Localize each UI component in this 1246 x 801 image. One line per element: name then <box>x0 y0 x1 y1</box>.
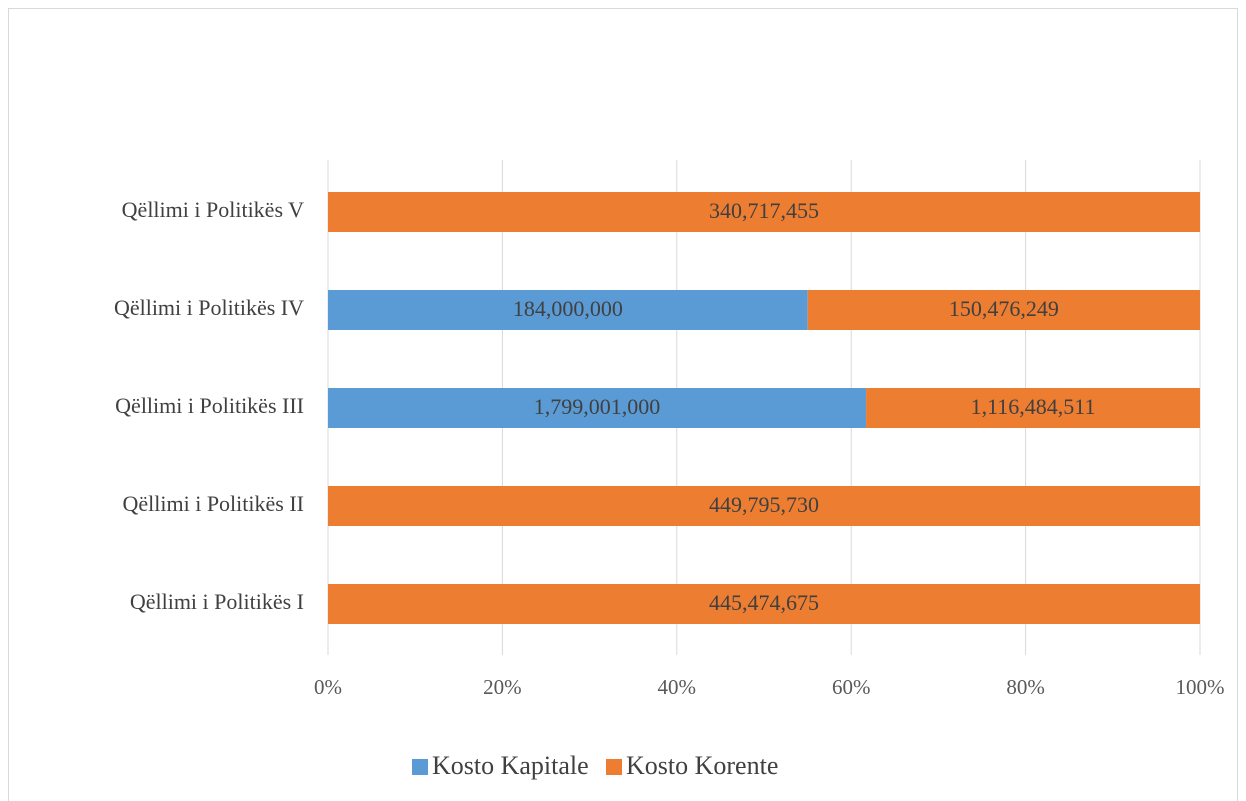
y-tick-label: Qëllimi i Politikës III <box>115 393 304 418</box>
bar-segment <box>866 388 1200 428</box>
data-label: 1,116,484,511 <box>971 394 1096 419</box>
x-tick-label: 20% <box>483 675 522 699</box>
y-tick-label: Qëllimi i Politikës IV <box>114 295 304 320</box>
x-tick-label: 80% <box>1006 675 1045 699</box>
data-label: 449,795,730 <box>709 492 819 517</box>
data-label: 340,717,455 <box>709 198 819 223</box>
bar-segment <box>328 192 1200 232</box>
data-label: 150,476,249 <box>949 296 1059 321</box>
data-label: 184,000,000 <box>513 296 623 321</box>
bar-segment <box>807 290 1200 330</box>
x-tick-label: 60% <box>832 675 871 699</box>
x-tick-label: 0% <box>314 675 342 699</box>
bar-segment <box>328 486 1200 526</box>
bar-segment <box>328 388 867 428</box>
bar-segment <box>328 290 808 330</box>
y-tick-label: Qëllimi i Politikës I <box>130 589 304 614</box>
y-tick-label: Qëllimi i Politikës II <box>123 491 305 516</box>
y-tick-label: Qëllimi i Politikës V <box>122 197 304 222</box>
x-tick-label: 100% <box>1176 675 1225 699</box>
legend-label: Kosto Kapitale <box>432 751 589 780</box>
data-label: 1,799,001,000 <box>534 394 661 419</box>
bar-segment <box>328 584 1200 624</box>
data-label: 445,474,675 <box>709 590 819 615</box>
legend-label: Kosto Korente <box>626 751 778 780</box>
legend-swatch <box>412 759 428 775</box>
legend-swatch <box>606 759 622 775</box>
x-tick-label: 40% <box>658 675 697 699</box>
